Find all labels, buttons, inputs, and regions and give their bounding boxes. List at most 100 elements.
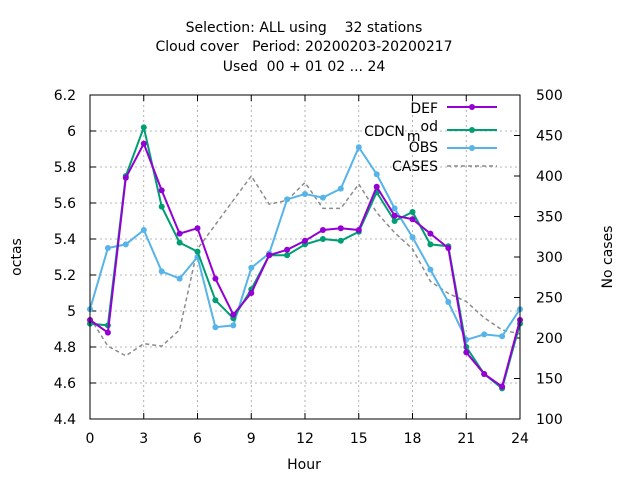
data-point: [212, 297, 219, 304]
data-point: [409, 234, 416, 241]
x-axis-ticks: 0 3 6 9 12 15 18 21 24: [86, 95, 529, 447]
x-tick-label: 15: [350, 431, 368, 447]
legend-cdcn-main: CDCN: [364, 124, 405, 140]
data-point: [481, 331, 488, 338]
legend-sample-point: [469, 104, 475, 110]
series-layer: [87, 123, 523, 392]
data-point: [427, 241, 434, 248]
data-point: [248, 290, 255, 296]
x-axis-label: Hour: [287, 457, 321, 473]
legend-cdcn-tail: od: [421, 119, 438, 135]
data-point: [158, 203, 165, 210]
y2-tick-label: 100: [536, 412, 563, 428]
data-point: [337, 237, 344, 244]
data-point: [212, 324, 219, 331]
y-tick-label: 5.8: [54, 160, 76, 176]
data-point: [266, 252, 273, 259]
data-point: [409, 209, 416, 215]
y2-tick-label: 250: [536, 291, 563, 307]
data-point: [176, 239, 183, 246]
x-tick-label: 0: [86, 431, 95, 447]
legend-sample-point: [469, 127, 475, 133]
data-point: [302, 237, 308, 244]
data-point: [176, 230, 183, 237]
data-point: [463, 349, 470, 356]
y2-tick-label: 400: [536, 169, 563, 185]
grid-lines: [90, 95, 520, 419]
data-point: [319, 194, 326, 201]
x-tick-label: 6: [193, 431, 202, 447]
legend-label-def: DEF: [410, 101, 438, 117]
series-line: [89, 174, 521, 357]
x-tick-label: 12: [296, 431, 314, 447]
y-tick-label: 5: [67, 304, 76, 320]
y2-axis-label: No cases: [600, 226, 616, 289]
title-line-1: Selection: ALL using 32 stations: [186, 20, 423, 36]
data-point: [302, 191, 308, 197]
data-point: [140, 140, 147, 147]
y-tick-label: 6: [67, 124, 76, 140]
y-tick-label: 4.6: [54, 376, 76, 392]
plot-frame: [89, 94, 521, 420]
data-point: [194, 225, 201, 232]
data-point: [122, 241, 129, 248]
y-axis-label: octas: [9, 238, 25, 276]
y-tick-label: 4.8: [54, 340, 76, 356]
title-line-3: Used 00 + 01 02 ... 24: [223, 59, 386, 75]
x-tick-label: 21: [457, 431, 475, 447]
data-point: [355, 227, 362, 233]
data-point: [158, 268, 165, 275]
data-point: [319, 227, 326, 233]
data-point: [230, 322, 237, 329]
y2-tick-label: 200: [536, 331, 563, 347]
data-point: [427, 266, 434, 273]
data-point: [445, 245, 452, 251]
data-point: [158, 187, 165, 194]
x-tick-label: 9: [247, 431, 256, 447]
legend-label-obs: OBS: [409, 140, 438, 156]
series-obs: [87, 144, 523, 343]
data-point: [104, 329, 111, 336]
y-tick-label: 6.2: [54, 88, 76, 104]
chart-title: Selection: ALL using 32 stations Cloud c…: [155, 20, 452, 75]
data-point: [337, 225, 344, 232]
data-point: [140, 124, 147, 131]
data-point: [230, 311, 237, 318]
series-def: [87, 140, 523, 390]
legend: DEF CDCN mod OBS CASES: [364, 101, 497, 175]
data-point: [499, 333, 506, 340]
data-point: [212, 275, 219, 282]
y2-axis-ticks: 100 150 200 250 300 350 400 450 500: [514, 88, 563, 428]
legend-sample-point: [469, 145, 475, 151]
data-point: [445, 299, 452, 305]
series-cases: [89, 174, 521, 357]
data-point: [427, 230, 434, 237]
data-point: [248, 264, 255, 271]
data-point: [391, 218, 398, 224]
data-point: [104, 245, 111, 251]
legend-label-cdcn: CDCN mod: [364, 119, 438, 145]
data-point: [319, 236, 326, 242]
y2-tick-label: 500: [536, 88, 563, 104]
data-point: [284, 252, 291, 259]
data-point: [284, 246, 291, 253]
x-tick-label: 3: [139, 431, 148, 447]
y2-tick-label: 350: [536, 210, 563, 226]
data-point: [337, 185, 344, 192]
x-tick-label: 18: [404, 431, 422, 447]
y2-tick-label: 450: [536, 129, 563, 145]
data-point: [355, 144, 362, 151]
data-point: [176, 275, 183, 282]
data-point: [373, 171, 380, 178]
y-tick-label: 4.4: [54, 412, 76, 428]
y-tick-label: 5.2: [54, 268, 76, 284]
data-point: [391, 205, 398, 212]
data-point: [409, 216, 416, 223]
data-point: [122, 174, 129, 181]
legend-label-cases: CASES: [392, 159, 438, 175]
x-tick-label: 24: [511, 431, 529, 447]
legend-samples: [447, 104, 497, 167]
title-line-2: Cloud cover Period: 20200203-20200217: [155, 39, 452, 55]
y2-tick-label: 300: [536, 250, 563, 266]
